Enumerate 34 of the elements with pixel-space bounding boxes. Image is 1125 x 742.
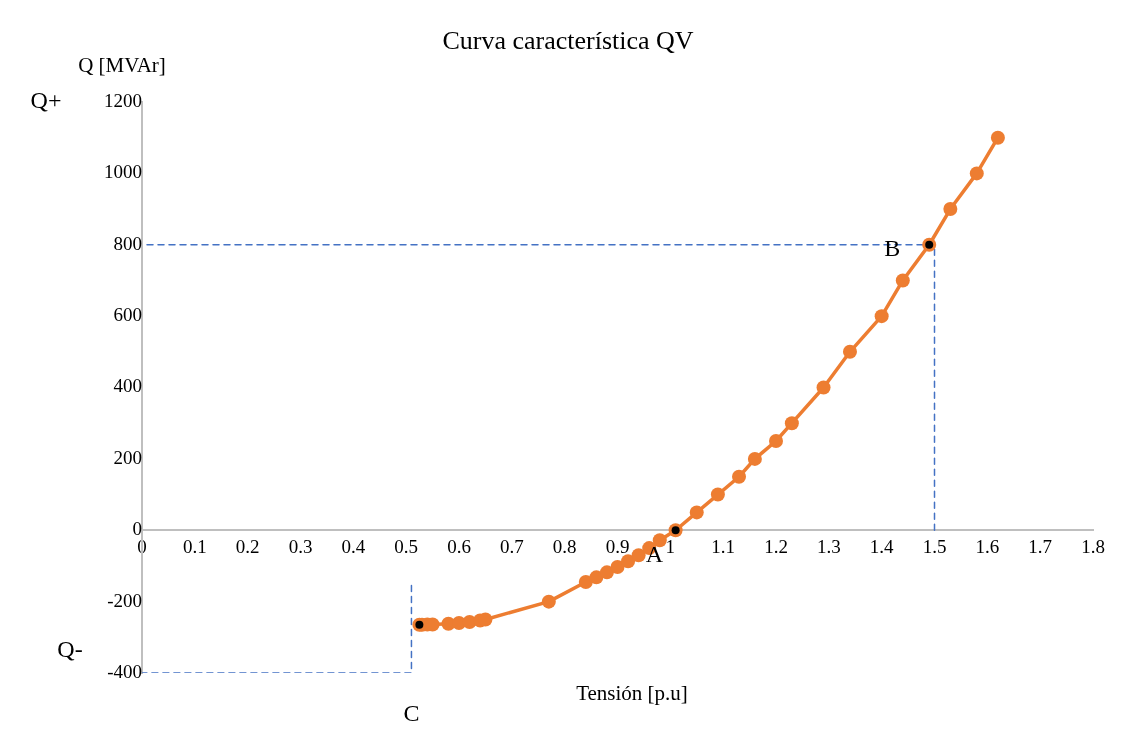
x-axis-title: Tensión [p.u] bbox=[576, 680, 688, 705]
x-tick-label: 1.1 bbox=[711, 535, 736, 557]
y-tick-label: -400 bbox=[107, 660, 142, 682]
text: C bbox=[403, 700, 420, 727]
y-tick-label: -200 bbox=[107, 589, 142, 611]
y-tick-label: 800 bbox=[113, 232, 142, 254]
annotation: A bbox=[645, 540, 664, 567]
x-tick-label: 0.8 bbox=[552, 535, 577, 557]
x-tick-label: 0.6 bbox=[447, 535, 471, 557]
x-tick-label: 0.3 bbox=[288, 535, 313, 557]
x-tick-label: 0.9 bbox=[605, 535, 630, 557]
chart-title: Curva característica QV bbox=[442, 25, 694, 55]
x-tick-label: 0.2 bbox=[235, 535, 260, 557]
y-tick-label: 1200 bbox=[104, 89, 142, 111]
y-tick-label: 0 bbox=[132, 518, 142, 540]
x-tick-label: 1.3 bbox=[816, 535, 841, 557]
x-tick-label: 0.1 bbox=[182, 535, 207, 557]
y-tick-label: 200 bbox=[113, 446, 142, 468]
text: Q+ bbox=[30, 87, 62, 114]
x-tick-label: 1.5 bbox=[922, 535, 947, 557]
x-tick-label: 1.2 bbox=[764, 535, 788, 557]
x-tick-label: 0.4 bbox=[341, 535, 366, 557]
x-tick-label: 1.6 bbox=[975, 535, 1000, 557]
x-tick-label: 1.8 bbox=[1081, 535, 1105, 557]
y-tick-label: 1000 bbox=[104, 161, 142, 183]
x-tick-label: 0.5 bbox=[394, 535, 419, 557]
y-tick-label: 400 bbox=[113, 375, 142, 397]
x-tick-label: 1 bbox=[665, 535, 676, 557]
x-tick-label: 1.7 bbox=[1028, 535, 1053, 557]
x-tick-label: 0.7 bbox=[499, 535, 524, 557]
y-tick-label: 600 bbox=[113, 304, 142, 326]
y-axis-title: Q [MVAr] bbox=[78, 52, 166, 77]
x-tick-label: 1.4 bbox=[869, 535, 895, 557]
text: Q- bbox=[57, 636, 83, 663]
